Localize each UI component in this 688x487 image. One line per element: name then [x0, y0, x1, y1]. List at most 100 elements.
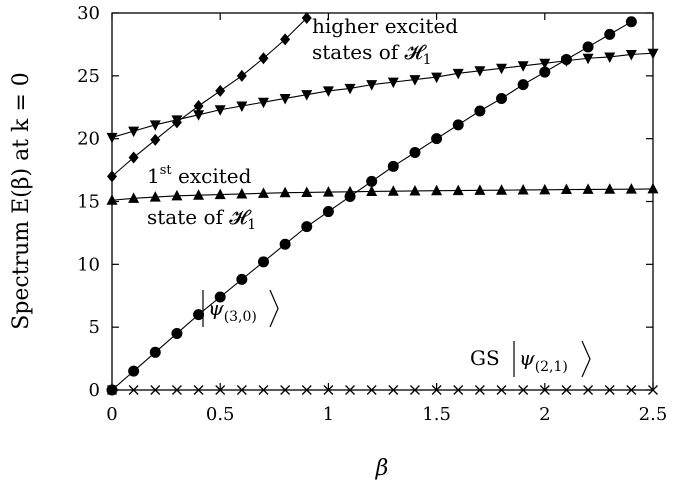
annotation-first-sup: st — [160, 163, 173, 178]
data-point-cross — [410, 385, 420, 395]
data-point-triangle-down — [647, 48, 659, 60]
gs-prefix: GS — [470, 346, 500, 370]
x-tick-label: 1.5 — [422, 404, 451, 425]
annotation-higher-excited-line2: states of 𝓗1 — [312, 40, 431, 68]
data-point-triangle-down — [474, 66, 486, 77]
annotation-first-base: 1 — [147, 164, 160, 188]
data-point-cross — [236, 385, 247, 395]
data-point-circle — [149, 346, 161, 358]
data-point-triangle-down — [539, 58, 551, 70]
data-point-triangle-down — [106, 132, 118, 144]
series-line-triangle-down — [111, 52, 654, 138]
data-point-triangle-up — [409, 184, 421, 196]
data-point-triangle-down — [193, 110, 205, 121]
data-point-cross — [280, 385, 291, 395]
data-point-triangle-down — [344, 83, 356, 95]
data-point-triangle-down — [236, 101, 248, 112]
data-point-triangle-up — [366, 185, 378, 196]
data-point-triangle-down — [582, 53, 594, 65]
y-tick-label: 20 — [77, 129, 100, 150]
data-point-triangle-up — [106, 194, 118, 205]
data-point-triangle-up — [279, 186, 291, 198]
data-point-circle — [539, 66, 551, 78]
y-axis-label: Spectrum E(β) at k = 0 — [9, 72, 34, 330]
data-point-triangle-up — [149, 191, 161, 202]
data-point-circle — [625, 16, 637, 28]
data-point-circle — [128, 365, 140, 377]
data-point-cross — [323, 385, 334, 395]
annotation-first-excited-line1: 1st excited — [147, 163, 252, 188]
data-point-cross — [561, 385, 572, 395]
data-point-circle — [301, 221, 313, 233]
data-point-cross — [431, 385, 442, 395]
data-point-diamond — [215, 84, 226, 97]
data-point-cross — [539, 385, 550, 395]
data-point-triangle-down — [387, 77, 399, 89]
data-point-circle — [322, 206, 334, 218]
data-point-circle — [236, 273, 248, 285]
data-point-triangle-down — [560, 56, 572, 67]
psi30-label: ψ(3,0) — [208, 296, 257, 325]
data-point-diamond — [193, 99, 204, 112]
data-point-circle — [604, 28, 616, 40]
data-point-cross — [345, 385, 355, 395]
data-point-triangle-up — [387, 185, 399, 196]
data-point-cross — [128, 385, 139, 395]
data-point-circle — [193, 309, 205, 321]
psi21-main: ψ — [519, 346, 535, 370]
data-point-triangle-up — [604, 183, 616, 194]
data-point-triangle-up — [452, 184, 464, 196]
data-point-circle — [106, 384, 118, 396]
data-point-triangle-up — [171, 189, 183, 201]
series-lines-group — [111, 17, 654, 391]
data-point-cross — [453, 385, 464, 395]
psi30-sub: (3,0) — [224, 309, 257, 325]
data-point-triangle-down — [517, 61, 529, 72]
data-point-diamond — [301, 12, 312, 25]
data-point-triangle-down — [366, 80, 378, 91]
data-point-triangle-up — [496, 184, 508, 195]
annotation-psi30: ψ(3,0) — [202, 289, 279, 328]
series-markers-group — [106, 12, 659, 396]
data-point-circle — [582, 41, 594, 53]
data-point-cross — [583, 385, 594, 395]
psi21-label: ψ(2,1) — [519, 346, 568, 375]
series-line-triangle-up — [111, 188, 654, 201]
psi30-right-angle — [269, 289, 279, 328]
plot-frame — [111, 12, 654, 391]
y-tick-label: 15 — [77, 192, 100, 213]
data-point-triangle-down — [214, 105, 226, 116]
data-point-cross — [474, 385, 485, 395]
data-point-cross — [193, 385, 204, 395]
annotation-first-word: excited — [172, 164, 252, 188]
annotation-higher-excited-line2-text: states of 𝓗 — [312, 40, 428, 64]
data-point-triangle-up — [517, 183, 529, 195]
data-point-diamond — [128, 151, 139, 164]
data-point-circle — [409, 146, 421, 158]
data-point-diamond — [280, 33, 291, 46]
data-point-diamond — [258, 52, 269, 65]
psi21-right-angle — [581, 340, 591, 378]
data-point-triangle-down — [625, 49, 637, 61]
data-point-circle — [366, 175, 378, 187]
data-point-triangle-up — [647, 182, 659, 194]
data-point-cross — [215, 385, 226, 395]
data-point-triangle-down — [279, 93, 291, 105]
x-tick-label: 2 — [539, 404, 550, 425]
data-point-circle — [387, 160, 399, 172]
data-point-circle — [496, 92, 508, 104]
data-point-triangle-up — [539, 183, 551, 195]
annotation-first-excited-line2: state of 𝓗1 — [147, 205, 256, 233]
psi30-main: ψ — [208, 296, 224, 320]
data-point-triangle-up — [193, 189, 205, 200]
data-point-triangle-up — [474, 184, 486, 195]
data-point-cross — [388, 385, 399, 395]
data-point-triangle-down — [409, 75, 421, 86]
x-axis-label: β — [375, 456, 389, 481]
data-point-circle — [452, 119, 464, 131]
annotation-higher-excited-line1: higher excited — [312, 14, 458, 38]
data-point-triangle-down — [128, 126, 140, 138]
data-point-circle — [279, 238, 291, 250]
data-point-cross — [171, 385, 182, 395]
